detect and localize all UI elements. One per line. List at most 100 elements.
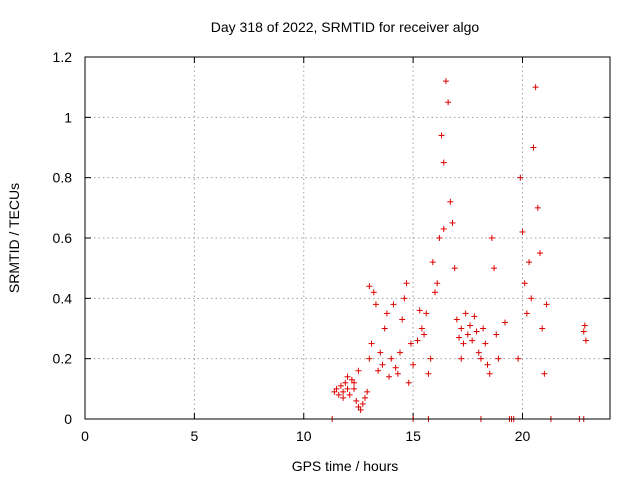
data-points <box>329 78 589 422</box>
y-tick-label: 0.4 <box>53 290 73 306</box>
data-point <box>484 361 491 368</box>
data-point <box>331 388 338 395</box>
data-point <box>425 370 432 377</box>
x-tick-label: 20 <box>515 428 531 444</box>
data-point <box>355 403 362 410</box>
data-point <box>394 370 401 377</box>
chart-title: Day 318 of 2022, SRMTID for receiver alg… <box>211 19 480 35</box>
data-point <box>364 388 371 395</box>
data-point <box>421 331 428 338</box>
data-point <box>434 280 441 287</box>
data-point <box>580 328 587 335</box>
data-point <box>447 198 454 205</box>
grid-lines <box>85 57 610 419</box>
y-tick-label: 1 <box>64 109 72 125</box>
x-axis-label: GPS time / hours <box>292 458 399 474</box>
data-point <box>348 376 355 383</box>
data-point <box>526 259 533 266</box>
data-point <box>342 379 349 386</box>
data-point <box>416 307 423 314</box>
data-point <box>351 379 358 386</box>
data-point <box>456 334 463 341</box>
data-point <box>418 325 425 332</box>
data-point <box>519 228 526 235</box>
x-tick-labels: 0 5 10 15 20 <box>81 428 530 444</box>
data-point <box>451 265 458 272</box>
y-tick-label: 1.2 <box>53 49 73 65</box>
data-point <box>581 322 588 329</box>
data-point <box>375 367 382 374</box>
data-point <box>403 280 410 287</box>
data-point <box>488 235 495 241</box>
data-point <box>344 373 351 380</box>
data-point <box>458 325 465 332</box>
data-point <box>460 340 467 347</box>
data-point <box>392 364 399 371</box>
data-point <box>530 144 537 151</box>
data-point <box>368 340 375 347</box>
data-point <box>340 388 347 395</box>
data-point <box>486 370 493 377</box>
data-point <box>473 328 480 335</box>
data-point <box>475 349 482 356</box>
data-point <box>340 394 347 401</box>
data-point <box>366 355 373 362</box>
data-point <box>353 397 360 404</box>
data-point <box>381 325 388 332</box>
data-point <box>399 316 406 323</box>
y-tick-label: 0.8 <box>53 170 73 186</box>
data-point <box>467 322 473 329</box>
data-point <box>493 331 500 338</box>
x-tick-label: 0 <box>81 428 89 444</box>
data-point <box>346 391 353 398</box>
data-point <box>397 349 403 356</box>
data-point <box>423 310 430 317</box>
data-point <box>537 250 543 257</box>
data-point <box>357 406 364 413</box>
y-axis-label: SRMTID / TECUs <box>6 183 22 293</box>
data-point <box>377 349 384 356</box>
data-point <box>359 400 366 407</box>
data-point <box>517 174 524 181</box>
data-point <box>440 159 447 166</box>
data-point <box>458 355 465 362</box>
data-point <box>432 289 438 296</box>
data-point <box>436 235 443 241</box>
data-point <box>477 355 484 362</box>
data-point <box>333 385 340 392</box>
data-point <box>405 379 412 386</box>
data-point <box>372 301 379 308</box>
x-tick-label: 10 <box>296 428 312 444</box>
data-point <box>429 259 436 266</box>
data-point <box>388 355 395 362</box>
data-point <box>335 391 342 398</box>
data-point <box>495 355 502 362</box>
data-point <box>453 316 460 323</box>
data-point <box>491 265 498 272</box>
data-point <box>534 204 541 211</box>
data-point <box>469 337 476 344</box>
plot-frame <box>84 56 611 420</box>
data-point <box>390 301 397 308</box>
y-tick-label: 0 <box>64 411 72 427</box>
data-point <box>528 295 535 302</box>
data-point <box>427 355 434 362</box>
x-tick-label: 15 <box>405 428 421 444</box>
data-point <box>523 310 530 317</box>
data-point <box>379 361 386 368</box>
data-point <box>462 310 469 317</box>
y-tick-labels: 0 0.2 0.4 0.6 0.8 1 1.2 <box>53 49 73 427</box>
data-point <box>442 78 449 85</box>
data-point <box>532 84 539 91</box>
y-tick-label: 0.6 <box>53 230 73 246</box>
data-point <box>355 367 362 374</box>
data-point <box>414 337 421 344</box>
data-point <box>401 295 408 302</box>
data-point <box>464 331 471 338</box>
data-point <box>344 385 351 392</box>
data-point <box>471 313 478 320</box>
data-point <box>480 325 487 332</box>
data-point <box>351 385 358 392</box>
data-point <box>449 219 456 226</box>
